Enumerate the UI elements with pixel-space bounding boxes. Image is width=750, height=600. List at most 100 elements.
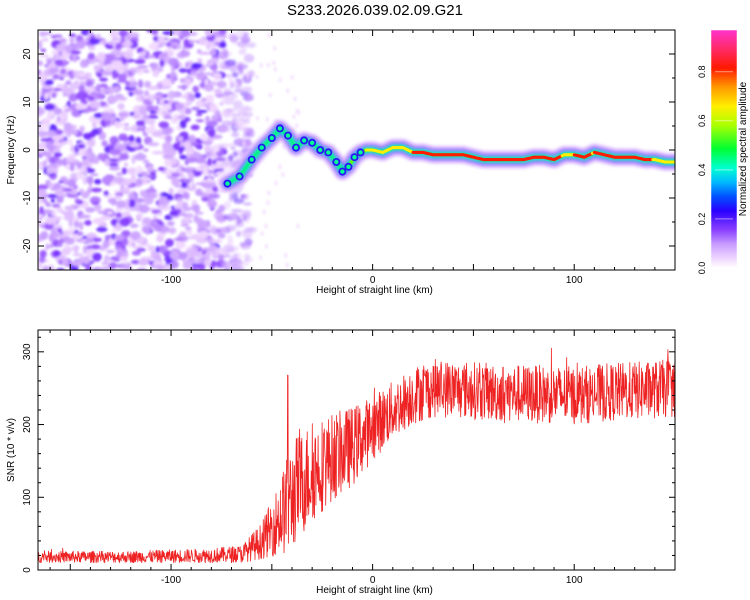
noise-blob [157,212,163,217]
noise-blob [131,250,141,256]
noise-blob [195,138,202,144]
noise-blob [99,59,105,69]
noise-blob [161,77,172,87]
noise-blob [109,148,122,156]
noise-blob [87,139,96,148]
noise-blob [238,48,247,56]
noise-blob [130,173,136,183]
noise-blob [190,251,196,259]
noise-blob [216,80,227,89]
noise-blob [87,96,95,101]
noise-blob [217,112,222,120]
noise-blob [115,172,124,176]
noise-blob [62,235,71,243]
noise-blob [227,234,233,243]
noise-blob [164,250,170,254]
noise-blob [45,140,54,150]
snr-chart: 0 100 200 300 SNR (10 * v/v) -100 0 100 Height o… [6,329,676,596]
noise-blob [69,163,75,172]
noise-blob [60,110,69,119]
ridge-node-core [318,147,323,153]
noise-blob [94,64,101,73]
noise-blob [102,240,110,249]
noise-blob [177,251,188,260]
noise-blob [186,99,192,106]
noise-blob [100,215,112,221]
noise-blob [281,171,285,177]
y-tick-label: -10 [22,190,33,205]
noise-blob [79,214,91,219]
noise-blob [94,203,102,212]
noise-blob [228,193,234,202]
noise-blob [255,74,259,80]
noise-blob [103,190,109,196]
noise-blob [217,233,226,239]
noise-blob [108,162,119,167]
noise-blob [44,216,57,225]
noise-blob [159,245,166,254]
noise-blob [197,58,203,65]
noise-blob [123,50,134,59]
noise-blob [60,118,66,124]
noise-blob [136,127,143,132]
noise-blob [174,102,185,111]
noise-blob [200,133,208,142]
noise-blob [244,238,253,247]
noise-blob [115,200,127,209]
noise-blob [194,92,201,99]
noise-blob [177,212,186,216]
noise-blob [38,90,42,99]
noise-blob [78,188,84,193]
noise-blob [203,141,212,146]
noise-blob [144,126,156,134]
noise-blob [204,72,214,76]
noise-blob [144,255,154,260]
noise-blob [104,158,110,167]
noise-blob [264,223,268,229]
noise-blob [198,263,206,270]
noise-blob [206,199,218,209]
noise-blob [62,230,71,237]
noise-blob [55,43,68,53]
noise-blob [128,134,135,143]
noise-blob [153,264,166,270]
noise-blob [214,156,226,162]
noise-blob [52,227,58,231]
noise-blob [273,66,277,72]
signal-ridge [219,119,675,193]
noise-blob [188,134,196,143]
noise-blob [231,71,239,78]
noise-blob [109,135,119,145]
noise-blob [205,40,213,50]
noise-blob [109,30,119,39]
noise-blob [198,37,207,46]
noise-blob [221,120,232,127]
snr-series [38,347,675,564]
noise-blob [121,167,128,175]
noise-blob [207,169,215,175]
noise-blob [201,196,209,202]
noise-blob [243,252,250,258]
noise-blob [64,205,76,211]
noise-blob [38,206,44,215]
noise-blob [148,94,155,103]
noise-blob [267,190,271,196]
noise-blob [65,80,72,85]
noise-blob [80,61,88,68]
noise-blob [149,110,156,114]
ridge-node-core [352,155,357,160]
noise-blob [150,250,157,258]
noise-blob [268,92,272,98]
noise-blob [104,66,113,72]
noise-blob [72,205,79,209]
y-tick-label: 200 [22,416,33,433]
noise-blob [181,217,191,223]
noise-blob [158,98,165,105]
noise-blob [42,209,53,215]
noise-blob [72,253,84,257]
noise-blob [260,231,264,237]
noise-blob [98,126,103,134]
noise-blob [48,182,55,190]
noise-blob [218,30,227,36]
noise-blob [224,224,237,232]
